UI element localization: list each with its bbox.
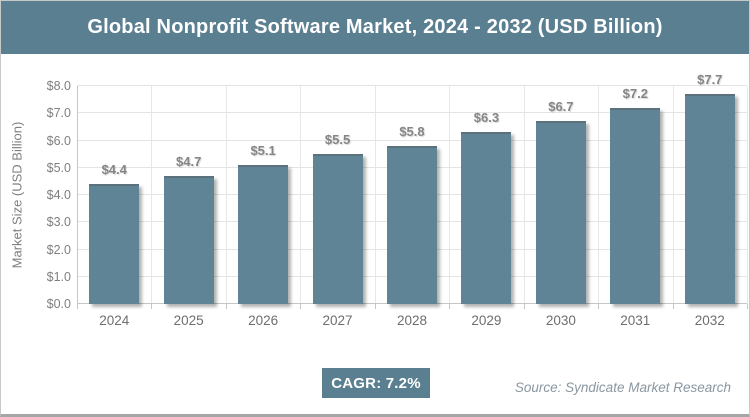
bar-cell: $6.7 — [524, 86, 598, 304]
bar-value-label: $5.5 — [324, 132, 351, 148]
bar-cell: $5.1 — [226, 86, 300, 304]
x-axis-label: 2026 — [248, 313, 279, 328]
bar-value-label: $4.7 — [176, 153, 202, 169]
gridline-vertical — [374, 86, 376, 304]
x-axis-label: 2024 — [99, 313, 130, 328]
bar-2031 — [610, 107, 661, 304]
x-axis-tick-mark — [77, 304, 78, 309]
y-axis-tick-label: $4.0 — [46, 188, 71, 202]
y-axis-ticks: $0.0 $1.0 $2.0 $3.0 $4.0 $5.0 $6.0 $7.0 $8.0 — [1, 79, 71, 311]
y-axis-tick-label: $0.0 — [46, 297, 71, 311]
source-credit: Source: Syndicate Market Research — [514, 380, 731, 395]
bar-2029 — [461, 132, 512, 304]
x-axis-label: 2025 — [173, 313, 204, 328]
gridline-vertical — [747, 86, 748, 304]
plot-area: $4.4 $4.7 $5.1 $5.5 $5.8 $6.3 $6.7 $7.2 $7.7 — [77, 72, 748, 309]
gridline-vertical — [225, 86, 227, 304]
bar-cell: $5.5 — [300, 86, 374, 304]
x-axis-tick-mark — [523, 304, 525, 309]
bar-2030 — [535, 121, 586, 304]
x-axis-tick-mark — [747, 304, 748, 309]
gridline-vertical — [672, 86, 674, 304]
x-axis-label: 2029 — [471, 313, 502, 328]
gridline-horizontal — [77, 85, 747, 86]
bar-value-label: $7.2 — [622, 85, 648, 101]
x-axis-label: 2031 — [620, 313, 651, 328]
bar-cell: $4.7 — [151, 86, 225, 304]
y-axis-tick-label: $6.0 — [46, 133, 71, 148]
bar-2024 — [89, 184, 140, 304]
y-axis-tick-label: $1.0 — [46, 269, 71, 284]
x-axis-label: 2032 — [694, 313, 725, 328]
x-axis-tick-mark — [374, 304, 376, 309]
y-axis-tick-label: $7.0 — [46, 106, 71, 121]
bar-cell: $4.4 — [77, 86, 151, 304]
bar-value-label: $5.1 — [250, 143, 276, 159]
bar-2025 — [163, 175, 214, 304]
chart-title-bar: Global Nonprofit Software Market, 2024 -… — [1, 1, 749, 54]
y-axis-line — [77, 86, 78, 304]
bar-cell: $7.7 — [673, 72, 747, 304]
bar-value-label: $7.7 — [697, 72, 723, 88]
bar-2026 — [238, 165, 289, 304]
y-axis-tick-label: $5.0 — [46, 160, 71, 175]
x-axis-tick-mark — [225, 304, 227, 309]
x-axis-tick-mark — [598, 304, 600, 309]
gridline-vertical — [598, 86, 600, 304]
gridline-horizontal — [77, 112, 747, 114]
y-axis-tick-label: $8.0 — [46, 79, 71, 93]
x-axis-tick-mark — [672, 304, 674, 309]
cagr-badge: CAGR: 7.2% — [322, 368, 430, 398]
bar-cell: $6.3 — [449, 86, 523, 304]
x-axis-label: 2030 — [545, 313, 576, 328]
bar-value-label: $6.3 — [473, 110, 500, 126]
bar-value-label: $4.4 — [101, 162, 127, 178]
bar-cell: $5.8 — [375, 86, 449, 304]
bar-value-label: $5.8 — [399, 123, 425, 139]
x-axis-label: 2028 — [396, 313, 427, 328]
x-axis-label: 2027 — [322, 313, 353, 328]
x-axis-tick-mark — [449, 304, 451, 309]
x-axis-tick-mark — [300, 304, 302, 309]
y-axis-tick-label: $2.0 — [46, 242, 71, 257]
bar-2027 — [312, 154, 363, 304]
gridline-vertical — [449, 86, 451, 304]
bar-2032 — [684, 94, 735, 304]
x-axis-labels: 2024 2025 2026 2027 2028 2029 2030 2031 2032 — [77, 313, 747, 331]
bar-2028 — [386, 145, 437, 304]
gridline-vertical — [523, 86, 525, 304]
x-axis-tick-mark — [151, 304, 153, 309]
gridline-vertical — [151, 86, 153, 304]
bar-value-label: $6.7 — [548, 99, 574, 115]
chart-title: Global Nonprofit Software Market, 2024 -… — [87, 16, 663, 38]
bar-cell: $7.2 — [598, 86, 672, 304]
y-axis-tick-label: $3.0 — [46, 215, 71, 230]
gridline-horizontal — [77, 139, 747, 141]
gridline-vertical — [300, 86, 302, 304]
